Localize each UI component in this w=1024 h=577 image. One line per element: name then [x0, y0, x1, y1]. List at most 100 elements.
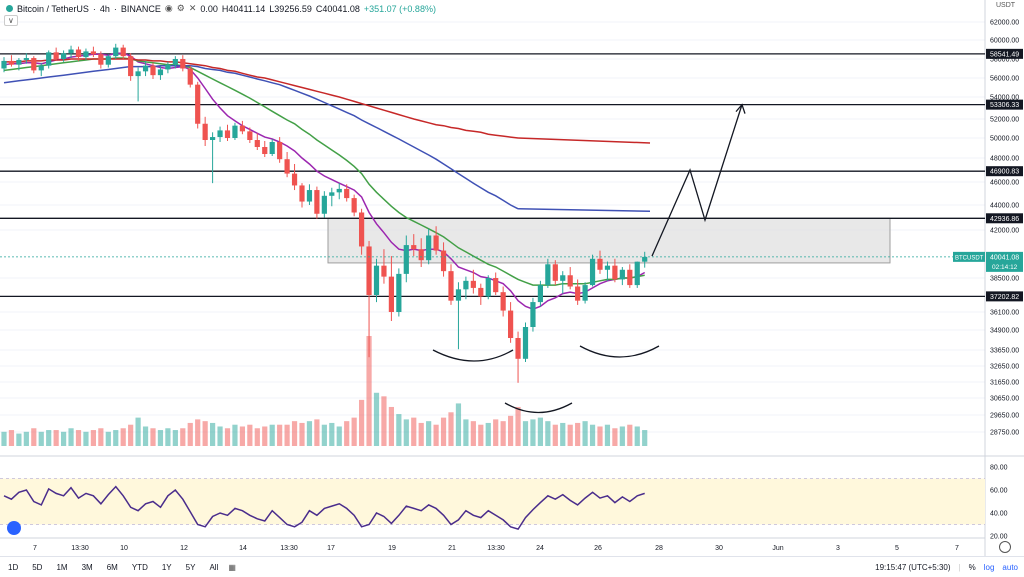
candle-body[interactable]: [545, 264, 551, 286]
candle-body[interactable]: [306, 190, 313, 202]
range-button-all[interactable]: All: [209, 562, 219, 572]
candle-body[interactable]: [612, 265, 618, 280]
candle-body[interactable]: [120, 47, 126, 57]
candle-body[interactable]: [373, 265, 380, 295]
candle-body[interactable]: [388, 276, 394, 312]
candle-body[interactable]: [113, 47, 119, 57]
candle-body[interactable]: [46, 52, 52, 66]
candle-body[interactable]: [187, 68, 193, 85]
candle-body[interactable]: [90, 51, 96, 55]
candle-body[interactable]: [359, 212, 365, 247]
candle-body[interactable]: [567, 275, 573, 287]
calendar-icon[interactable]: ▦: [228, 562, 236, 572]
collapse-legend-button[interactable]: ∨: [4, 15, 18, 26]
candle-body[interactable]: [604, 265, 611, 270]
candle-body[interactable]: [284, 159, 290, 174]
candle-body[interactable]: [61, 53, 67, 59]
log-toggle[interactable]: log: [983, 562, 995, 572]
range-button-3m[interactable]: 3M: [81, 562, 93, 572]
candle-body[interactable]: [508, 310, 514, 338]
candle-body[interactable]: [478, 287, 484, 297]
range-button-1y[interactable]: 1Y: [161, 562, 172, 572]
auto-toggle[interactable]: auto: [1002, 562, 1018, 572]
candle-body[interactable]: [522, 327, 529, 359]
candle-body[interactable]: [470, 280, 476, 288]
range-button-1m[interactable]: 1M: [56, 562, 68, 572]
candle-body[interactable]: [418, 249, 424, 261]
candle-body[interactable]: [53, 52, 59, 59]
candle-body[interactable]: [247, 131, 253, 140]
candle-body[interactable]: [642, 256, 648, 262]
candle-body[interactable]: [210, 137, 216, 140]
candle-body[interactable]: [329, 192, 335, 196]
candle-body[interactable]: [291, 173, 298, 186]
candle-body[interactable]: [411, 245, 417, 250]
candle-body[interactable]: [366, 246, 372, 295]
candle-body[interactable]: [68, 49, 74, 54]
candle-body[interactable]: [157, 69, 164, 76]
candle-body[interactable]: [589, 258, 596, 286]
candle-body[interactable]: [314, 190, 320, 214]
candle-body[interactable]: [344, 188, 350, 199]
candle-body[interactable]: [269, 142, 275, 154]
chart-settings-icon[interactable]: [999, 541, 1011, 553]
candle-body[interactable]: [627, 269, 633, 286]
candle-body[interactable]: [1, 60, 7, 69]
candle-body[interactable]: [396, 273, 402, 312]
candle-body[interactable]: [239, 125, 245, 132]
candle-body[interactable]: [299, 185, 305, 202]
candle-body[interactable]: [172, 59, 178, 65]
candle-body[interactable]: [254, 140, 260, 147]
candle-body[interactable]: [433, 235, 439, 251]
candle-body[interactable]: [582, 285, 588, 301]
settings-icon[interactable]: ⚙: [176, 3, 185, 13]
eye-icon[interactable]: ◉: [164, 3, 173, 13]
candle-body[interactable]: [463, 280, 469, 290]
candle-body[interactable]: [31, 58, 37, 71]
candle-body[interactable]: [142, 65, 149, 72]
range-button-5y[interactable]: 5Y: [185, 562, 196, 572]
candle-body[interactable]: [217, 130, 223, 138]
candle-body[interactable]: [23, 58, 29, 60]
symbol-name[interactable]: Bitcoin / TetherUS: [17, 3, 89, 14]
candle-body[interactable]: [16, 59, 22, 65]
candle-body[interactable]: [224, 130, 231, 138]
candle-body[interactable]: [619, 269, 625, 280]
candle-body[interactable]: [403, 245, 409, 274]
candle-body[interactable]: [75, 49, 82, 58]
candle-body[interactable]: [336, 188, 342, 193]
range-button-ytd[interactable]: YTD: [131, 562, 148, 572]
candle-body[interactable]: [426, 235, 432, 261]
candle-body[interactable]: [575, 286, 581, 301]
candle-body[interactable]: [38, 65, 44, 71]
candle-body[interactable]: [150, 65, 156, 76]
close-icon[interactable]: ✕: [188, 3, 197, 13]
candle-body[interactable]: [634, 261, 640, 286]
candle-body[interactable]: [537, 285, 543, 303]
candle-body[interactable]: [128, 56, 134, 77]
range-button-6m[interactable]: 6M: [106, 562, 118, 572]
candle-body[interactable]: [262, 147, 268, 154]
candle-body[interactable]: [232, 125, 238, 138]
clock-readout[interactable]: 19:15:47 (UTC+5:30): [875, 562, 951, 572]
candle-body[interactable]: [515, 338, 521, 359]
candle-body[interactable]: [202, 123, 208, 140]
candle-body[interactable]: [277, 142, 283, 160]
candle-body[interactable]: [321, 195, 327, 214]
candle-body[interactable]: [105, 56, 111, 65]
candle-body[interactable]: [597, 258, 603, 270]
candle-body[interactable]: [493, 278, 499, 293]
candle-body[interactable]: [448, 271, 454, 301]
candle-body[interactable]: [8, 60, 15, 65]
candle-body[interactable]: [530, 302, 536, 327]
candle-body[interactable]: [440, 250, 447, 272]
candle-body[interactable]: [195, 84, 201, 124]
candle-body[interactable]: [351, 198, 357, 213]
candle-body[interactable]: [381, 265, 387, 277]
candle-body[interactable]: [98, 54, 104, 65]
candle-body[interactable]: [165, 64, 171, 70]
candle-body[interactable]: [455, 289, 462, 301]
range-button-1d[interactable]: 1D: [8, 562, 19, 572]
candle-body[interactable]: [135, 71, 141, 77]
